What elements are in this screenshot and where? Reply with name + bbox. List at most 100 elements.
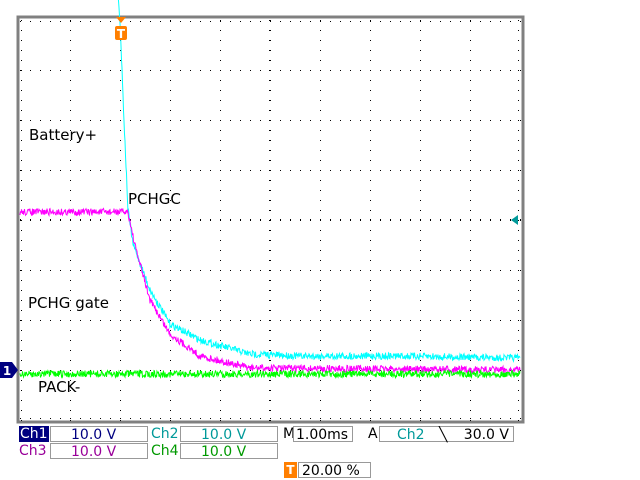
- axis-tick: [190, 220, 191, 221]
- axis-tick: [20, 219, 21, 220]
- grid-dot: [350, 320, 351, 321]
- axis-tick: [270, 219, 271, 220]
- axis-tick: [269, 390, 270, 391]
- grid-dot: [310, 70, 311, 71]
- grid-dot: [290, 320, 291, 321]
- edge-tick: [518, 200, 519, 201]
- axis-tick: [30, 219, 31, 220]
- edge-tick: [180, 21, 181, 22]
- grid-dot: [160, 270, 161, 271]
- ch1-scale[interactable]: 10.0 V: [50, 426, 148, 443]
- grid-dot: [30, 120, 31, 121]
- edge-tick: [21, 60, 22, 61]
- grid-dot: [140, 120, 141, 121]
- edge-tick: [518, 40, 519, 41]
- grid-dot: [220, 410, 221, 411]
- grid-dot: [320, 60, 321, 61]
- ch3-label[interactable]: Ch3: [19, 443, 47, 459]
- axis-tick: [270, 410, 271, 411]
- edge-tick: [518, 250, 519, 251]
- axis-tick: [100, 219, 101, 220]
- grid-dot: [120, 350, 121, 351]
- edge-tick: [518, 400, 519, 401]
- trigger-time-marker[interactable]: T: [115, 17, 127, 41]
- ch1-label[interactable]: Ch1: [19, 426, 49, 442]
- grid-dot: [370, 320, 371, 321]
- grid-dot: [70, 120, 71, 121]
- grid-dot: [370, 380, 371, 381]
- grid-dot: [330, 270, 331, 271]
- grid-dot: [70, 160, 71, 161]
- grid-dot: [320, 140, 321, 141]
- label-pchg-gate: PCHG gate: [28, 294, 110, 312]
- axis-tick: [230, 219, 231, 220]
- graticule: [20, 20, 521, 421]
- edge-tick: [340, 21, 341, 22]
- ch2-scale[interactable]: 10.0 V: [180, 426, 278, 443]
- grid-dot: [70, 360, 71, 361]
- grid-dot: [370, 90, 371, 91]
- trigger-settings[interactable]: Ch2 ╲ 30.0 V: [379, 426, 514, 443]
- edge-tick: [420, 21, 421, 22]
- grid-dot: [370, 420, 371, 421]
- axis-tick: [510, 220, 511, 221]
- timebase-value[interactable]: 1.00ms: [293, 426, 353, 443]
- grid-dot: [240, 120, 241, 121]
- edge-tick: [200, 418, 201, 419]
- grid-dot: [370, 270, 371, 271]
- grid-dot: [90, 170, 91, 171]
- ground-marker-ch1[interactable]: 1: [0, 362, 18, 378]
- grid-dot: [220, 190, 221, 191]
- axis-tick: [370, 219, 371, 220]
- edge-tick: [470, 21, 471, 22]
- ch2-label[interactable]: Ch2: [151, 426, 179, 442]
- grid-dot: [220, 320, 221, 321]
- grid-dot: [320, 420, 321, 421]
- grid-dot: [60, 70, 61, 71]
- grid-dot: [280, 320, 281, 321]
- axis-tick: [269, 260, 270, 261]
- edge-tick: [240, 418, 241, 419]
- trigger-level-marker[interactable]: [511, 215, 518, 225]
- grid-dot: [490, 270, 491, 271]
- grid-dot: [420, 250, 421, 251]
- ch4-scale[interactable]: 10.0 V: [180, 443, 278, 460]
- grid-dot: [110, 370, 111, 371]
- grid-dot: [470, 340, 471, 341]
- axis-tick: [269, 50, 270, 51]
- grid-dot: [60, 120, 61, 121]
- axis-tick: [470, 220, 471, 221]
- grid-dot: [120, 70, 121, 71]
- axis-tick: [450, 219, 451, 220]
- grid-dot: [170, 400, 171, 401]
- trigger-position[interactable]: 20.00 %: [298, 462, 371, 479]
- grid-dot: [380, 270, 381, 271]
- grid-dot: [170, 230, 171, 231]
- edge-tick: [220, 418, 221, 419]
- edge-tick: [518, 380, 519, 381]
- ch4-label[interactable]: Ch4: [151, 443, 179, 459]
- edge-tick: [220, 21, 221, 22]
- edge-tick: [460, 21, 461, 22]
- grid-dot: [230, 320, 231, 321]
- edge-tick: [518, 60, 519, 61]
- edge-tick: [440, 21, 441, 22]
- edge-tick: [518, 100, 519, 101]
- grid-dot: [470, 40, 471, 41]
- grid-dot: [130, 70, 131, 71]
- grid-dot: [370, 240, 371, 241]
- grid-dot: [520, 120, 521, 121]
- grid-dot: [120, 290, 121, 291]
- ch3-scale[interactable]: 10.0 V: [50, 443, 148, 460]
- grid-dot: [170, 310, 171, 311]
- axis-tick: [270, 360, 271, 361]
- axis-tick: [270, 90, 271, 91]
- axis-tick: [90, 220, 91, 221]
- grid-dot: [40, 320, 41, 321]
- axis-tick: [270, 350, 271, 351]
- edge-tick: [518, 30, 519, 31]
- grid-dot: [120, 330, 121, 331]
- axis-tick: [270, 200, 271, 201]
- grid-dot: [70, 350, 71, 351]
- axis-tick: [269, 30, 270, 31]
